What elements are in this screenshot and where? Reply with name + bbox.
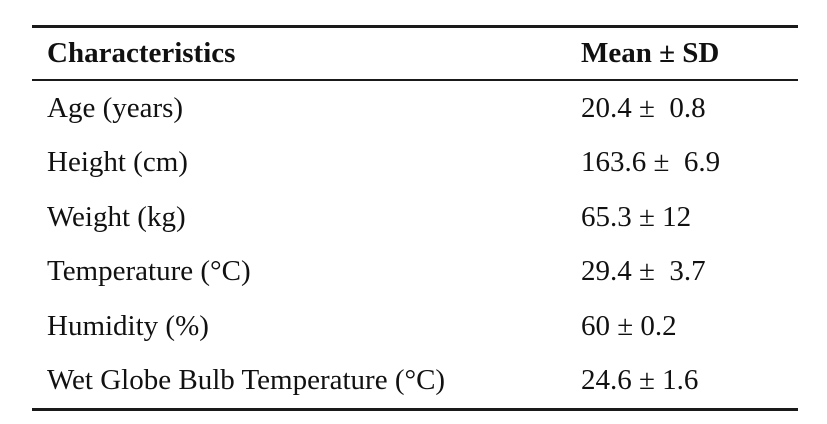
row-label: Age (years) bbox=[47, 91, 184, 124]
table-row: Height (cm) 163.6 ± 6.9 bbox=[32, 136, 798, 191]
table-row: Weight (kg) 65.3 ± 12 bbox=[32, 190, 798, 245]
header-characteristics: Characteristics bbox=[47, 37, 236, 69]
table-header-rule bbox=[32, 79, 798, 81]
header-mean-sd: Mean ± SD bbox=[581, 37, 720, 69]
table-header: Characteristics Mean ± SD bbox=[32, 28, 798, 79]
row-label: Humidity (%) bbox=[47, 309, 209, 342]
row-label: Temperature (°C) bbox=[47, 255, 251, 288]
table-row: Temperature (°C) 29.4 ± 3.7 bbox=[32, 245, 798, 300]
row-value: 163.6 ± 6.9 bbox=[581, 146, 721, 179]
data-table-body: Age (years) 20.4 ± 0.8 Height (cm) 163.6… bbox=[32, 81, 798, 408]
row-value: 65.3 ± 12 bbox=[581, 200, 692, 233]
row-label: Weight (kg) bbox=[47, 200, 186, 233]
row-value: 20.4 ± 0.8 bbox=[581, 91, 706, 124]
data-table: Characteristics Mean ± SD bbox=[32, 28, 798, 79]
table-top-rule bbox=[32, 25, 798, 28]
row-value: 24.6 ± 1.6 bbox=[581, 364, 699, 397]
characteristics-table: Characteristics Mean ± SD Age (years) 20… bbox=[32, 25, 798, 411]
row-value: 60 ± 0.2 bbox=[581, 309, 677, 342]
row-label: Wet Globe Bulb Temperature (°C) bbox=[47, 364, 446, 397]
header-row: Characteristics Mean ± SD bbox=[32, 28, 798, 79]
table-row: Age (years) 20.4 ± 0.8 bbox=[32, 81, 798, 136]
table-row: Wet Globe Bulb Temperature (°C) 24.6 ± 1… bbox=[32, 354, 798, 409]
row-label: Height (cm) bbox=[47, 146, 188, 179]
table-row: Humidity (%) 60 ± 0.2 bbox=[32, 299, 798, 354]
row-value: 29.4 ± 3.7 bbox=[581, 255, 706, 288]
table-bottom-rule bbox=[32, 408, 798, 411]
